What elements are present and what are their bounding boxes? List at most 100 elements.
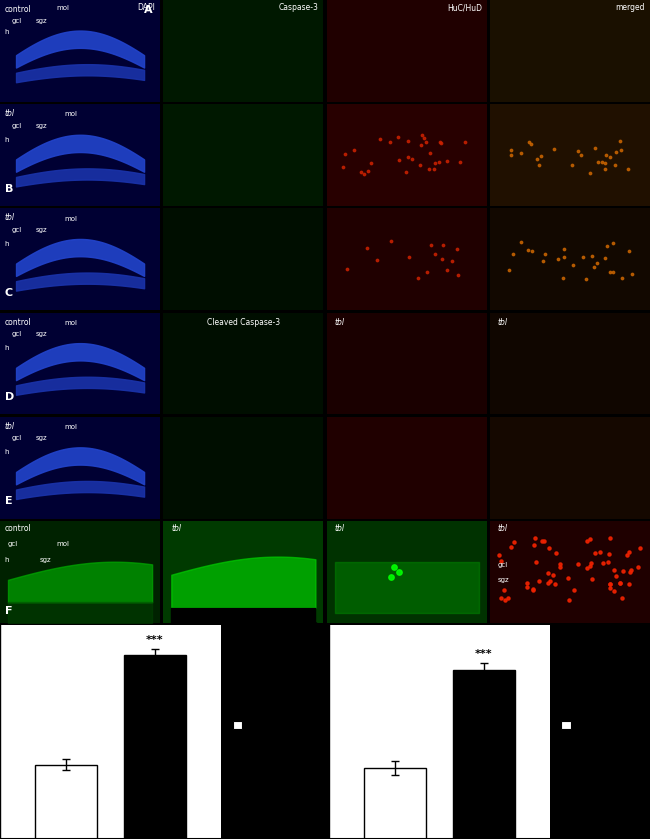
Point	[452, 242, 462, 256]
Point	[573, 144, 583, 158]
Point	[508, 535, 519, 549]
Text: tbl: tbl	[335, 318, 344, 326]
Text: gcl: gcl	[11, 331, 21, 337]
Text: tbl: tbl	[5, 213, 15, 222]
Text: h: h	[5, 137, 9, 143]
Point	[494, 548, 504, 561]
Point	[543, 576, 554, 590]
Point	[529, 539, 539, 552]
Text: sgz: sgz	[498, 577, 510, 583]
Point	[616, 143, 626, 157]
Point	[531, 153, 541, 166]
Point	[515, 146, 526, 159]
Point	[582, 534, 592, 547]
Text: tbl: tbl	[335, 524, 344, 533]
Point	[584, 533, 595, 546]
Text: gcl: gcl	[11, 122, 21, 128]
Text: tbl: tbl	[172, 524, 181, 533]
Point	[437, 253, 447, 266]
Text: Caspase-3: Caspase-3	[279, 3, 318, 12]
Point	[375, 133, 385, 146]
Point	[615, 576, 625, 590]
Point	[589, 260, 599, 274]
Point	[415, 159, 425, 172]
Point	[615, 134, 625, 148]
Point	[524, 135, 534, 149]
Point	[581, 560, 592, 574]
Point	[385, 135, 396, 149]
Text: mol: mol	[64, 216, 77, 221]
Point	[634, 542, 645, 555]
Point	[366, 157, 376, 170]
Point	[407, 153, 417, 166]
Point	[527, 584, 538, 597]
Text: merged: merged	[616, 3, 645, 12]
Point	[419, 132, 429, 145]
Point	[610, 570, 621, 583]
Text: sgz: sgz	[40, 556, 51, 563]
Text: sgz: sgz	[35, 18, 47, 24]
Point	[597, 156, 607, 169]
Point	[609, 563, 619, 576]
Point	[558, 250, 569, 263]
Text: h: h	[5, 450, 9, 456]
Text: sgz: sgz	[35, 122, 47, 128]
Point	[362, 242, 372, 255]
Point	[504, 263, 515, 277]
Point	[543, 541, 554, 555]
Point	[580, 273, 591, 286]
Point	[506, 143, 516, 157]
Point	[394, 153, 404, 166]
Text: mol: mol	[64, 424, 77, 430]
Point	[416, 138, 426, 152]
Point	[576, 149, 586, 162]
Text: control: control	[5, 524, 32, 533]
Point	[592, 257, 602, 270]
Point	[605, 531, 616, 545]
Point	[609, 585, 619, 598]
Text: gcl: gcl	[11, 227, 21, 232]
Text: gcl: gcl	[8, 541, 18, 547]
Point	[558, 272, 569, 285]
Point	[372, 253, 383, 266]
Point	[404, 250, 414, 263]
Point	[593, 155, 603, 169]
Point	[393, 565, 404, 579]
Point	[424, 163, 434, 176]
Point	[523, 243, 534, 257]
Point	[526, 138, 536, 151]
Point	[584, 560, 595, 573]
Text: gcl: gcl	[498, 561, 508, 568]
Text: tbl: tbl	[498, 524, 508, 533]
Point	[536, 534, 547, 548]
Point	[521, 580, 532, 593]
Text: ***: ***	[146, 635, 164, 645]
Text: mol: mol	[64, 320, 77, 326]
Point	[610, 145, 621, 159]
Point	[601, 148, 612, 161]
Point	[403, 150, 413, 164]
Point	[349, 143, 359, 157]
Text: tbl: tbl	[498, 318, 508, 326]
Point	[564, 594, 575, 607]
Text: ***: ***	[475, 649, 493, 659]
Point	[430, 157, 440, 170]
Point	[455, 155, 465, 169]
Point	[578, 251, 588, 264]
Point	[627, 267, 637, 280]
Bar	[124, 655, 186, 839]
Point	[590, 141, 600, 154]
Point	[554, 558, 565, 571]
Point	[603, 555, 614, 569]
Point	[452, 268, 463, 282]
Point	[435, 135, 445, 149]
Point	[550, 577, 560, 591]
Point	[495, 555, 506, 568]
Text: C: C	[5, 288, 13, 298]
Point	[422, 266, 432, 279]
Text: F: F	[5, 606, 12, 616]
Point	[496, 591, 506, 605]
Point	[401, 165, 411, 179]
Point	[599, 163, 610, 176]
Legend: control, tbl: control, tbl	[229, 717, 284, 747]
